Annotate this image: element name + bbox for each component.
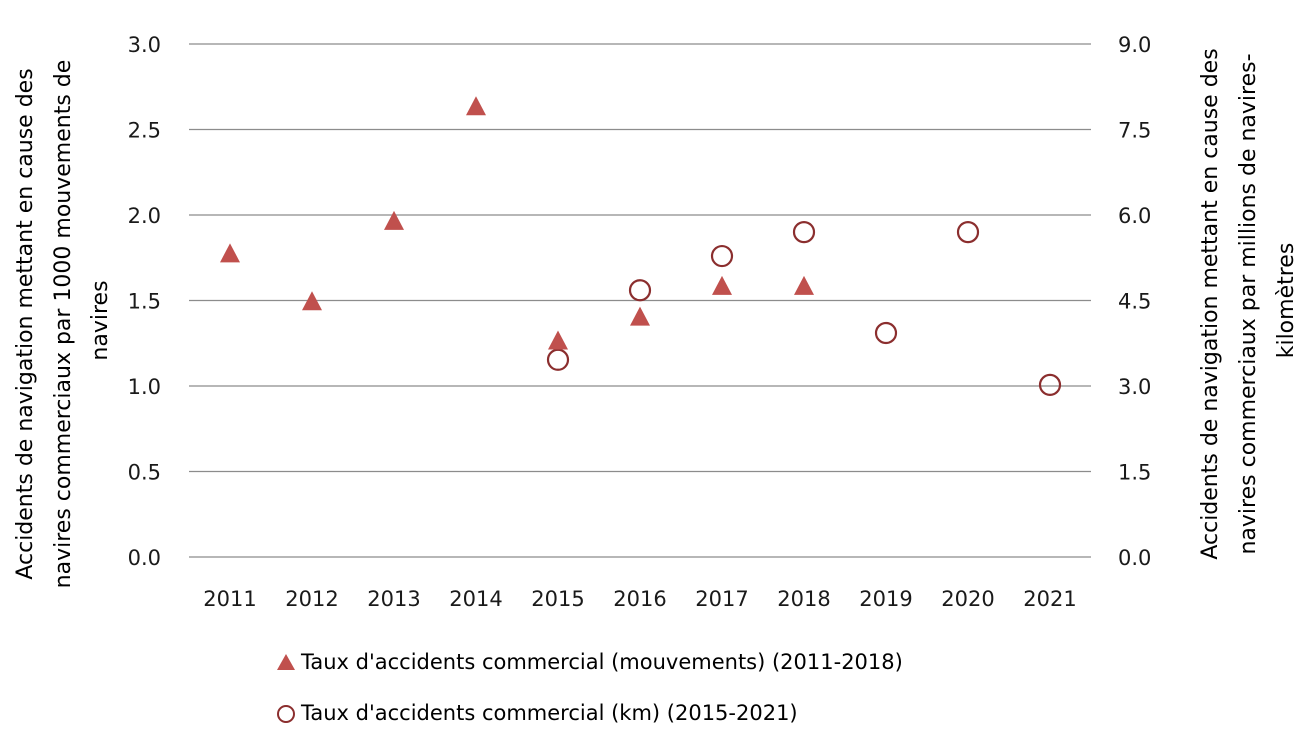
x-tick-label: 2019 [859, 587, 912, 611]
left-axis-ticks: 0.0 0.5 1.0 1.5 2.0 2.5 3.0 [128, 33, 161, 570]
right-axis-title: Accidents de navigation mettant en cause… [1198, 41, 1299, 559]
x-tick-label: 2014 [449, 587, 502, 611]
right-tick-label: 1.5 [1118, 461, 1151, 485]
gridlines [189, 43, 1091, 558]
chart-plot: 0.0 0.5 1.0 1.5 2.0 2.5 3.0 0.0 1.5 3.0 4.5 6.0 7.5… [13, 33, 1299, 611]
x-tick-label: 2012 [285, 587, 338, 611]
x-tick-label: 2020 [941, 587, 994, 611]
data-point-mouvements [630, 306, 650, 326]
right-tick-label: 9.0 [1118, 33, 1151, 57]
right-tick-label: 0.0 [1118, 546, 1151, 570]
left-tick-label: 2.0 [128, 204, 161, 228]
left-axis-title-line: Accidents de navigation mettant en cause… [13, 68, 38, 579]
left-tick-label: 1.5 [128, 290, 161, 314]
right-axis-title-line: kilomètres [1274, 243, 1299, 359]
left-axis-title: Accidents de navigation mettant en cause… [13, 53, 113, 589]
left-tick-label: 3.0 [128, 33, 161, 57]
left-tick-label: 0.5 [128, 461, 161, 485]
right-axis-title-line: navires commerciaux par millions de navi… [1236, 53, 1261, 554]
right-tick-label: 3.0 [1118, 375, 1151, 399]
left-axis-title-line: navires commerciaux par 1000 mouvements … [51, 60, 76, 589]
data-point-mouvements [466, 96, 486, 116]
left-tick-label: 1.0 [128, 375, 161, 399]
right-tick-label: 6.0 [1118, 204, 1151, 228]
series-km [546, 221, 1062, 396]
x-tick-label: 2015 [531, 587, 584, 611]
legend-label: Taux d'accidents commercial (km) (2015-2… [301, 701, 798, 725]
data-point-km [874, 321, 898, 345]
x-tick-label: 2011 [203, 587, 256, 611]
circle-icon [277, 705, 295, 723]
data-point-mouvements [384, 210, 404, 230]
right-tick-label: 7.5 [1118, 119, 1151, 143]
x-tick-label: 2017 [695, 587, 748, 611]
data-point-mouvements [220, 243, 240, 263]
legend-item-km: Taux d'accidents commercial (km) (2015-2… [275, 701, 798, 725]
left-axis-title-line: navires [88, 280, 113, 360]
legend-label: Taux d'accidents commercial (mouvements)… [301, 650, 903, 674]
triangle-icon [277, 654, 295, 670]
x-tick-label: 2016 [613, 587, 666, 611]
left-tick-label: 0.0 [128, 546, 161, 570]
x-axis-ticks: 2011 2012 2013 2014 2015 2016 2017 2018 2019 2020… [203, 587, 1076, 611]
x-tick-label: 2018 [777, 587, 830, 611]
left-tick-label: 2.5 [128, 119, 161, 143]
data-point-km [628, 279, 652, 302]
legend-item-mouvements: Taux d'accidents commercial (mouvements)… [275, 650, 903, 674]
data-point-km [792, 221, 816, 244]
data-point-mouvements [548, 330, 568, 350]
data-point-mouvements [302, 291, 322, 311]
x-tick-label: 2021 [1023, 587, 1076, 611]
data-point-km [710, 244, 734, 268]
data-point-km [956, 221, 980, 244]
right-tick-label: 4.5 [1118, 290, 1151, 314]
right-axis-ticks: 0.0 1.5 3.0 4.5 6.0 7.5 9.0 [1118, 33, 1151, 570]
x-tick-label: 2013 [367, 587, 420, 611]
data-point-km [546, 348, 570, 371]
data-point-mouvements [712, 275, 732, 295]
series-mouvements [220, 96, 814, 350]
data-point-km [1038, 373, 1062, 396]
right-axis-title-line: Accidents de navigation mettant en cause… [1198, 48, 1223, 559]
data-point-mouvements [794, 275, 814, 295]
